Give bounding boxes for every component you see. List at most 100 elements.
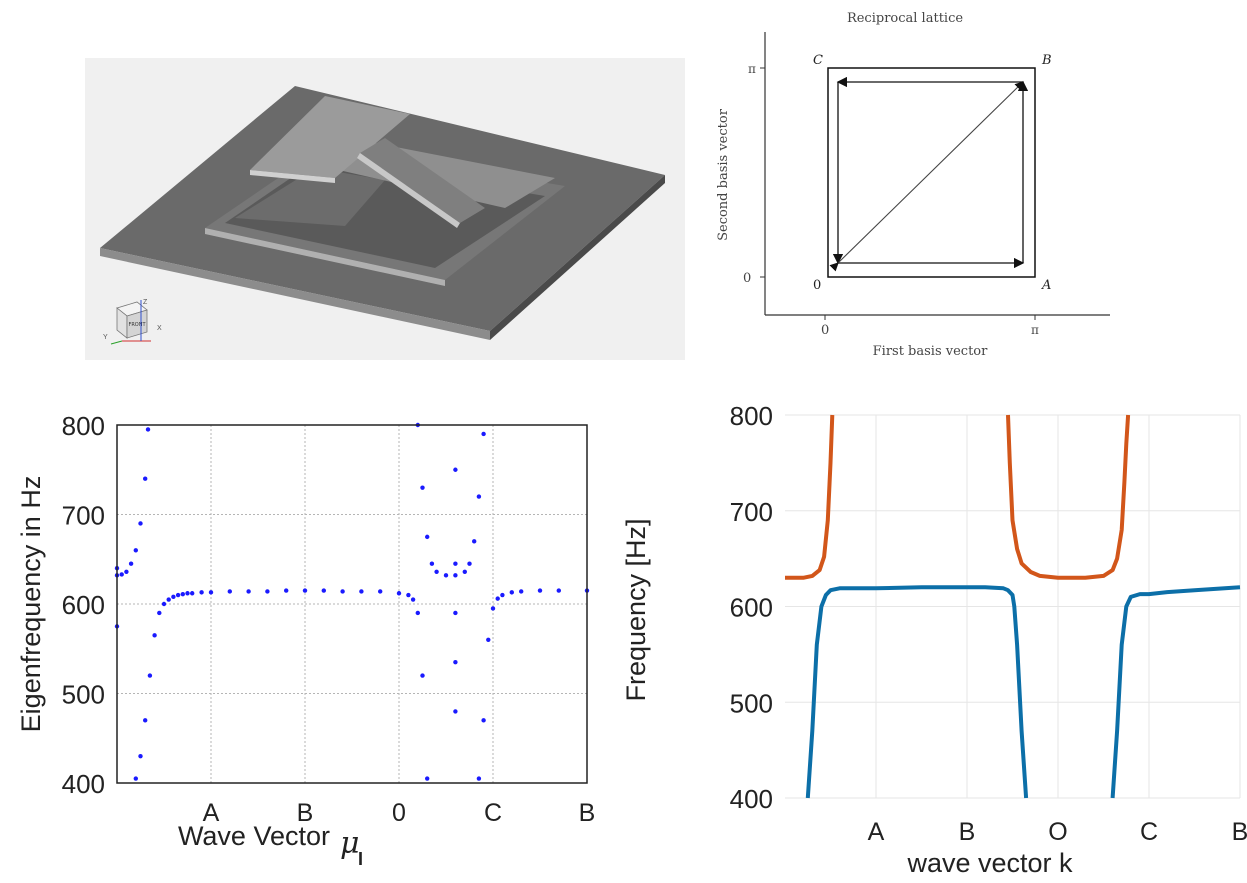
right-series-line-3	[1006, 414, 1131, 580]
left-data-point	[500, 592, 505, 598]
left-data-point	[406, 592, 411, 598]
axis-y-label: Y	[103, 334, 108, 341]
left-data-point	[321, 588, 326, 593]
axis-z-label: Z	[143, 299, 148, 306]
left-data-point	[490, 606, 496, 611]
axis-x-label: X	[157, 325, 162, 332]
left-data-point	[486, 637, 491, 642]
left-data-point	[476, 776, 482, 781]
left-data-point	[481, 718, 486, 723]
right-series-line-1	[1110, 585, 1241, 799]
right-series-line-2	[785, 414, 835, 580]
brillouin-zone-square	[827, 67, 1036, 278]
left-xtick-label: B	[579, 799, 596, 827]
left-data-point	[420, 485, 425, 490]
left-data-point	[425, 534, 430, 540]
left-data-point	[453, 467, 458, 472]
left-data-point	[537, 588, 543, 593]
left-data-point	[246, 589, 251, 594]
left-data-point	[519, 589, 524, 594]
left-data-point	[138, 521, 143, 526]
left-data-point	[185, 591, 190, 596]
left-ytick-label: 400	[62, 769, 105, 799]
corner-label-b: B	[1041, 53, 1052, 68]
left-data-point	[481, 431, 486, 437]
corner-label-origin: 0	[813, 278, 821, 293]
left-ylabel: Eigenfrequency in Hz	[16, 476, 46, 733]
frequency-line-chart: 400 500 600 700 800 A B O C B Frequency [Hz] wav…	[621, 401, 1247, 878]
left-data-point	[472, 539, 477, 544]
left-ytick-label: 500	[62, 680, 105, 710]
left-data-point	[467, 561, 472, 566]
lattice-ylabel: Second basis vector	[716, 108, 731, 241]
left-data-point	[378, 589, 383, 594]
frequency-plot-panel: 400 500 600 700 800 A B O C B Frequency [Hz] wav…	[615, 395, 1247, 883]
lattice-xlabel: First basis vector	[873, 344, 988, 359]
right-xtick-label: O	[1048, 818, 1067, 846]
plate-model-illustration: FRONT X Y Z	[100, 86, 665, 345]
corner-label-a: A	[1041, 278, 1051, 293]
left-data-point	[495, 596, 500, 601]
left-data-point	[509, 590, 514, 595]
left-data-point	[396, 591, 402, 596]
right-ytick-label: 700	[730, 497, 773, 527]
right-series-line-0	[805, 585, 1029, 799]
corner-label-c: C	[813, 53, 823, 68]
left-data-point	[453, 610, 458, 616]
left-ytick-label: 600	[62, 590, 105, 620]
model-view-panel: FRONT X Y Z	[85, 58, 685, 360]
left-data-point	[429, 561, 435, 566]
left-xtick-label: C	[484, 799, 502, 827]
right-xtick-label: B	[1232, 818, 1247, 846]
left-xlabel-symbol: μ	[340, 826, 360, 861]
left-data-point	[171, 594, 176, 600]
lattice-title: Reciprocal lattice	[847, 11, 963, 26]
left-xtick-label: A	[203, 799, 220, 827]
right-xtick-label: A	[868, 818, 885, 846]
left-plot-frame	[116, 424, 588, 784]
lattice-xtick-pi: π	[1031, 323, 1039, 337]
left-data-point	[453, 561, 458, 566]
right-ylabel: Frequency [Hz]	[621, 518, 651, 701]
left-xtick-label: 0	[392, 799, 406, 827]
right-xtick-label: C	[1140, 818, 1158, 846]
left-ytick-label: 700	[62, 501, 105, 531]
left-data-point	[462, 569, 467, 574]
left-data-point	[133, 548, 138, 553]
left-data-point	[284, 588, 289, 593]
left-data-point	[157, 610, 162, 616]
right-ytick-label: 400	[730, 784, 773, 814]
left-data-point	[425, 776, 430, 781]
left-data-point	[453, 659, 458, 665]
left-data-point	[556, 588, 561, 593]
left-data-point	[133, 776, 138, 781]
lattice-xtick-0: 0	[821, 323, 829, 338]
right-ytick-label: 600	[730, 593, 773, 623]
left-data-point	[420, 673, 425, 678]
left-data-point	[119, 572, 124, 577]
left-data-point	[265, 589, 270, 594]
orientation-cube-label: FRONT	[128, 322, 146, 328]
orientation-cube-icon[interactable]: FRONT X Y Z	[103, 299, 162, 345]
left-xlabel-subscript: I	[358, 849, 363, 869]
left-ytick-label: 800	[62, 411, 105, 441]
left-data-point	[359, 589, 364, 594]
lattice-ytick-0: 0	[743, 271, 751, 286]
left-data-point	[340, 589, 345, 594]
left-data-point	[410, 597, 416, 602]
left-data-point	[128, 561, 134, 566]
left-data-point	[147, 673, 153, 678]
eigenfrequency-scatter-chart: 400 500 600 700 800 A B 0 C B Eigenfrequency in …	[16, 411, 596, 869]
left-data-point	[208, 590, 214, 595]
reciprocal-lattice-panel: Reciprocal lattice π 0 0 π First basis v…	[705, 0, 1125, 370]
left-data-point	[180, 591, 185, 597]
left-data-point	[145, 427, 151, 432]
left-data-point	[199, 590, 204, 595]
reciprocal-lattice-diagram: Reciprocal lattice π 0 0 π First basis v…	[716, 11, 1110, 359]
left-data-point	[175, 592, 181, 598]
left-data-point	[302, 588, 308, 593]
left-data-point	[443, 573, 449, 578]
left-data-point	[227, 589, 232, 594]
left-data-point	[476, 494, 482, 499]
left-xlabel: Wave Vector	[178, 821, 330, 851]
